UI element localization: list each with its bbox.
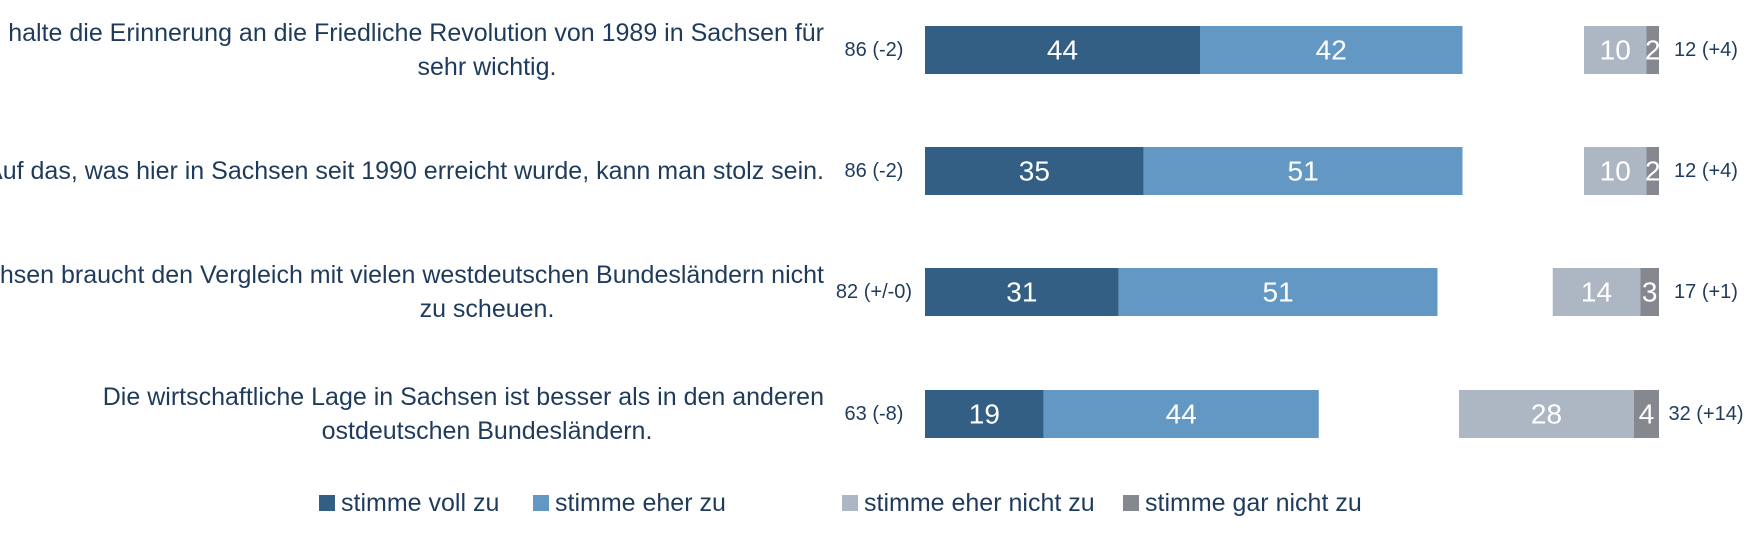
legend-item-label: stimme eher zu xyxy=(555,489,726,517)
disagree-total-label: 32 (+14) xyxy=(1668,403,1743,425)
bar-value-label: 51 xyxy=(1288,156,1319,187)
legend-swatch xyxy=(319,495,335,511)
bar-value-label: 2 xyxy=(1645,156,1661,187)
legend-swatch xyxy=(842,495,858,511)
bar-value-label: 35 xyxy=(1019,156,1050,187)
bar-value-label: 51 xyxy=(1263,277,1294,308)
bar-segment xyxy=(925,390,1044,438)
bar-segment xyxy=(1640,268,1659,316)
bar-value-label: 19 xyxy=(969,399,1000,430)
statement-label: sehr wichtig. xyxy=(418,53,557,81)
legend-item-label: stimme voll zu xyxy=(341,489,499,517)
bar-value-label: 42 xyxy=(1316,35,1347,66)
bar-value-label: 10 xyxy=(1600,156,1631,187)
legend-swatch xyxy=(533,495,549,511)
bar-value-label: 4 xyxy=(1639,399,1655,430)
disagree-total-label: 17 (+1) xyxy=(1674,281,1738,303)
bar-segment xyxy=(925,26,1200,74)
bar-segment xyxy=(1634,390,1659,438)
agree-total-label: 82 (+/-0) xyxy=(836,281,912,303)
legend-item-label: stimme eher nicht zu xyxy=(864,489,1095,517)
bar-segment xyxy=(1646,147,1659,195)
bar-segment xyxy=(1552,268,1641,316)
legend-item-label: stimme gar nicht zu xyxy=(1145,489,1362,517)
bar-segment xyxy=(925,147,1144,195)
bar-value-label: 2 xyxy=(1645,35,1661,66)
bar-value-label: 3 xyxy=(1642,277,1658,308)
bar-segment xyxy=(925,268,1119,316)
bar-value-label: 31 xyxy=(1006,277,1037,308)
bar-segment xyxy=(1646,26,1659,74)
bar-value-label: 44 xyxy=(1166,399,1197,430)
agree-total-label: 86 (-2) xyxy=(845,160,904,182)
statement-label: ostdeutschen Bundesländern. xyxy=(322,417,653,445)
disagree-total-label: 12 (+4) xyxy=(1674,39,1738,61)
statement-label: Auf das, was hier in Sachsen seit 1990 e… xyxy=(0,157,824,185)
disagree-total-label: 12 (+4) xyxy=(1674,160,1738,182)
bar-value-label: 44 xyxy=(1047,35,1078,66)
bar-segment xyxy=(1459,390,1634,438)
legend-swatch xyxy=(1123,495,1139,511)
bar-segment xyxy=(1143,147,1463,195)
statement-label: Ich halte die Erinnerung an die Friedlic… xyxy=(0,19,824,47)
agree-total-label: 63 (-8) xyxy=(845,403,904,425)
bar-segment xyxy=(1043,390,1319,438)
bar-value-label: 14 xyxy=(1581,277,1612,308)
bar-segment xyxy=(1118,268,1438,316)
statement-label: zu scheuen. xyxy=(420,295,555,323)
bar-value-label: 10 xyxy=(1600,35,1631,66)
statement-label: Die wirtschaftliche Lage in Sachsen ist … xyxy=(103,383,824,411)
statement-label: Sachsen braucht den Vergleich mit vielen… xyxy=(0,261,824,289)
agree-total-label: 86 (-2) xyxy=(845,39,904,61)
bar-segment xyxy=(1584,26,1647,74)
bar-segment xyxy=(1584,147,1647,195)
bar-segment xyxy=(1200,26,1463,74)
bar-value-label: 28 xyxy=(1531,399,1562,430)
